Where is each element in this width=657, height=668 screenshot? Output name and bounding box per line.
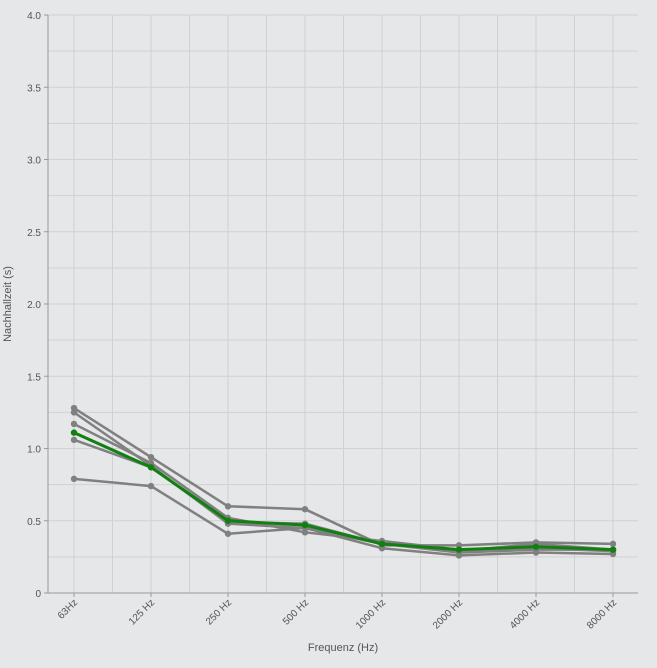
series-line: [73, 406, 614, 547]
x-axis-title: Frequenz (Hz): [308, 642, 378, 654]
data-point[interactable]: [609, 546, 617, 553]
data-point[interactable]: [301, 505, 309, 513]
data-point[interactable]: [532, 543, 540, 550]
data-point[interactable]: [147, 464, 155, 471]
x-tick-label: 8000 Hz: [585, 597, 619, 631]
data-point[interactable]: [70, 436, 78, 444]
axes: 0 0.5 1.0 1.5 2.0 2.5 3.0 3.5 4.0 63Hz 125 Hz 250 H…: [27, 11, 638, 631]
series-5: [70, 475, 617, 559]
y-axis-title: Nachhallzeit (s): [2, 266, 14, 342]
y-tick-label: 3.5: [27, 83, 41, 94]
x-tick-label: 1000 Hz: [354, 597, 388, 631]
y-tick-label: 2.0: [27, 300, 41, 311]
data-point[interactable]: [70, 420, 78, 428]
x-tick-label: 125 Hz: [127, 597, 157, 627]
series-line: [73, 431, 614, 552]
series-6: [70, 429, 617, 553]
x-tick-label: 63Hz: [56, 597, 80, 621]
data-point[interactable]: [70, 429, 78, 436]
data-point[interactable]: [532, 549, 540, 556]
y-tick-label: 1.5: [27, 372, 41, 383]
y-tick-label: 0: [35, 589, 41, 600]
grid: [48, 14, 638, 594]
data-point[interactable]: [609, 540, 617, 548]
data-point[interactable]: [147, 482, 155, 490]
data-point[interactable]: [378, 540, 386, 548]
y-tick-label: 3.0: [27, 156, 41, 167]
data-point[interactable]: [224, 517, 232, 524]
x-tick-label: 500 Hz: [281, 597, 311, 627]
data-point[interactable]: [224, 530, 232, 537]
series-line: [73, 477, 614, 557]
y-tick-label: 0.5: [27, 517, 41, 528]
x-tick-label: 2000 Hz: [431, 597, 465, 631]
x-tick-label: 250 Hz: [204, 597, 234, 627]
y-tick-label: 1.0: [27, 445, 41, 456]
data-point[interactable]: [455, 546, 463, 553]
data-point[interactable]: [147, 453, 155, 461]
data-point[interactable]: [224, 503, 232, 510]
y-tick-label: 4.0: [27, 11, 41, 22]
x-tick-label: 4000 Hz: [508, 597, 542, 631]
data-point[interactable]: [301, 521, 309, 529]
data-point[interactable]: [70, 409, 78, 416]
data-point[interactable]: [455, 552, 463, 559]
y-tick-label: 2.5: [27, 228, 41, 239]
series-group: [70, 404, 617, 559]
data-point[interactable]: [70, 475, 78, 483]
